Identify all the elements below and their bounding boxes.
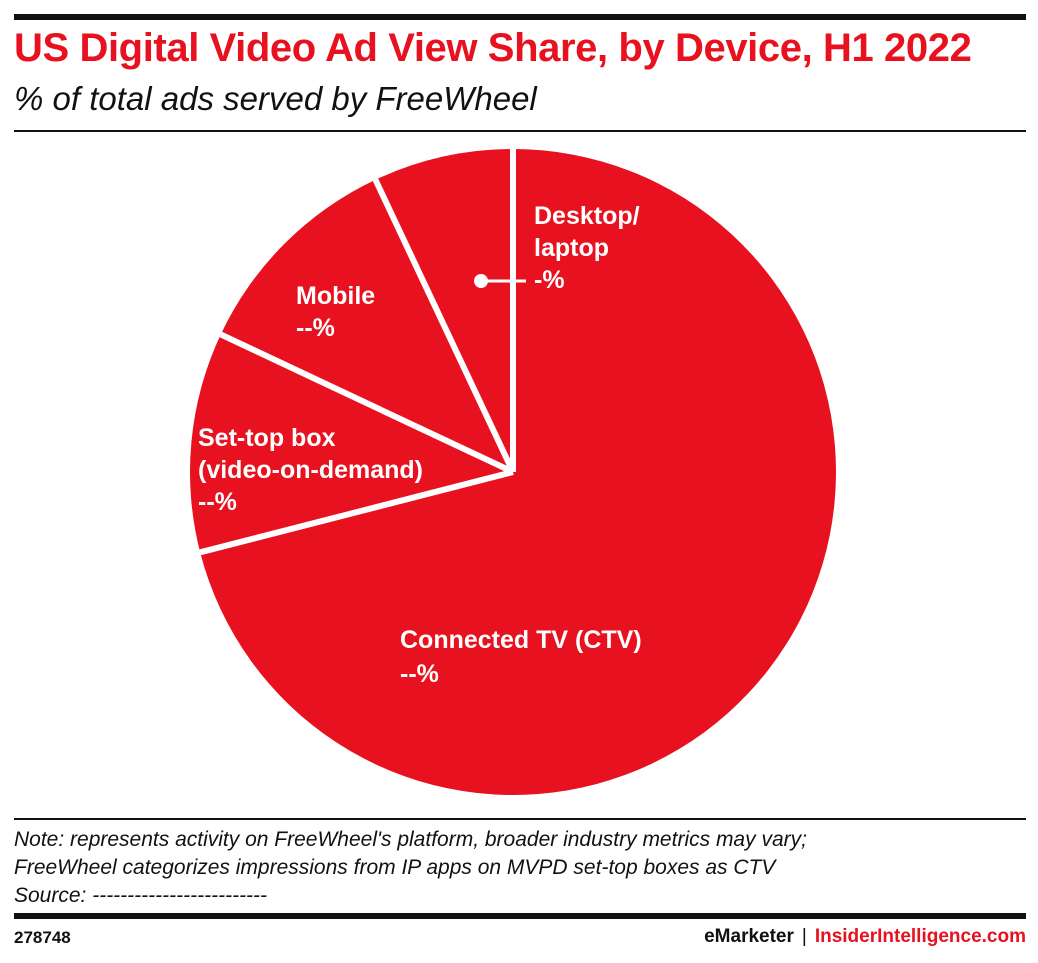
- slice-separator: [372, 178, 516, 474]
- slice-label-settop-line1: Set-top box: [198, 424, 336, 452]
- header-rule: [14, 130, 1026, 132]
- slice-value-settop: --%: [198, 488, 237, 516]
- chart-id: 278748: [14, 928, 71, 947]
- leader-dot: [474, 274, 488, 288]
- slice-separator: [199, 469, 514, 556]
- slice-mobile: [220, 179, 514, 473]
- chart-subtitle: % of total ads served by FreeWheel: [14, 80, 537, 117]
- slice-label-desktop-line2: laptop: [534, 234, 609, 262]
- slice-ctv: [200, 149, 837, 795]
- note-line-1: Note: represents activity on FreeWheel's…: [14, 828, 807, 851]
- chart-notes: Note: represents activity on FreeWheel's…: [14, 826, 1026, 910]
- note-rule: [14, 818, 1026, 820]
- slice-label-settop-line2: (video-on-demand): [198, 456, 423, 484]
- slice-settop: [190, 334, 514, 553]
- source-line: Source: -------------------------: [14, 884, 268, 907]
- slice-label-desktop-line1: Desktop/: [534, 202, 640, 230]
- brand-emarketer: eMarketer: [704, 926, 794, 947]
- brand-insider-intelligence[interactable]: InsiderIntelligence.com: [814, 926, 1026, 947]
- slice-value-mobile: --%: [296, 314, 335, 342]
- top-rule: [14, 14, 1026, 20]
- pie-labels: Connected TV (CTV) --% Set-top box (vide…: [198, 202, 642, 688]
- pie-separators: [199, 149, 516, 556]
- brand-footer: eMarketer | InsiderIntelligence.com: [704, 926, 1026, 948]
- slice-label-mobile: Mobile: [296, 282, 375, 310]
- brand-separator: |: [801, 926, 807, 947]
- slice-label-ctv: Connected TV (CTV): [400, 626, 642, 654]
- footer-rule: [14, 913, 1026, 919]
- chart-title: US Digital Video Ad View Share, by Devic…: [14, 26, 972, 70]
- pie-slices: [190, 149, 837, 795]
- slice-separator: [219, 331, 515, 475]
- slice-desktop: [375, 149, 513, 472]
- note-line-2: FreeWheel categorizes impressions from I…: [14, 856, 776, 879]
- slice-value-ctv: --%: [400, 660, 439, 688]
- desktop-leader-line: [474, 274, 526, 288]
- slice-value-desktop: -%: [534, 266, 565, 294]
